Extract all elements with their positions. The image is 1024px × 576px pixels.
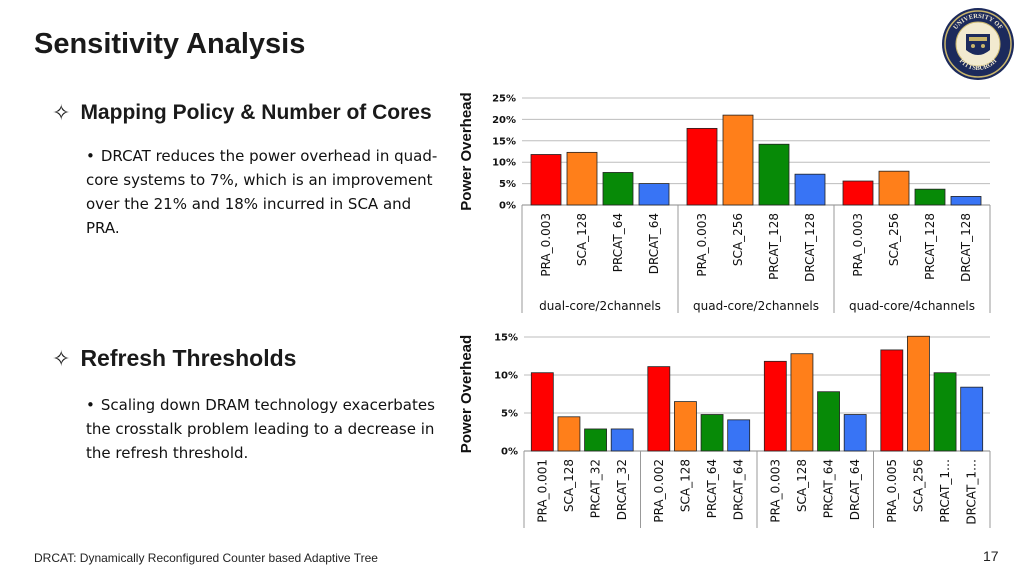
bar [758,143,790,206]
x-category-label: PRCAT_128 [923,213,937,280]
bullet-dot-icon: • [86,396,95,414]
bar [763,360,787,452]
bar [790,353,814,452]
bar [914,188,946,206]
bullet-heading: Mapping Policy & Number of Cores [80,101,432,124]
y-tick-label: 10% [494,371,518,382]
bar [880,349,904,452]
x-category-label: DRCAT_64 [848,459,862,520]
y-tick-label: 20% [492,115,516,126]
bullet-subtext: • DRCAT reduces the power overhead in qua… [86,144,446,240]
bullet-mapping-policy: ✧ Mapping Policy & Number of Cores [52,100,432,126]
bar [686,127,718,206]
x-category-label: PRA_0.003 [695,213,709,277]
four-point-star-icon: ✧ [52,100,71,125]
bullet-text: DRCAT reduces the power overhead in quad… [86,147,438,237]
x-category-label: SCA_256 [731,213,745,266]
bar [584,428,607,452]
y-tick-label: 25% [492,94,516,105]
x-category-label: PRA_0.005 [885,459,899,523]
bar [674,401,697,452]
y-tick-label: 15% [494,333,518,344]
x-category-label: PRA_0.003 [768,459,782,523]
footer-text: DRCAT: Dynamically Reconfigured Counter … [34,551,378,565]
bullet-heading: Refresh Thresholds [80,345,297,371]
bar [843,414,867,452]
x-category-label: PRA_0.002 [652,459,666,523]
bar [700,414,724,452]
y-tick-label: 0% [501,447,518,458]
x-category-label: PRA_0.003 [851,213,865,277]
bar [610,428,634,452]
group-label: quad-core/4channels [849,299,975,313]
bullet-subtext: • Scaling down DRAM technology exacerbate… [86,393,456,465]
x-category-label: DRCAT_128 [959,213,973,282]
y-tick-label: 5% [501,409,518,420]
bar [530,372,554,452]
y-tick-label: 15% [492,136,516,147]
group-label: dual-core/2channels [539,299,661,313]
bar [647,366,671,452]
x-category-label: SCA_256 [911,459,925,512]
x-category-label: DRCAT_1… [965,459,979,525]
bar [557,416,581,452]
bullet-refresh-thresholds: ✧ Refresh Thresholds [52,345,296,372]
bar [960,386,984,452]
bar [638,183,670,206]
group-label: quad-core/2channels [693,299,819,313]
bar [722,114,754,206]
x-category-label: PRCAT_128 [767,213,781,280]
x-category-label: SCA_256 [887,213,901,266]
x-category-label: PRA_0.003 [539,213,553,277]
x-category-label: PRCAT_64 [822,459,836,518]
x-category-label: PRCAT_64 [705,459,719,518]
page-number: 17 [983,548,999,564]
x-category-label: PRCAT_1… [938,459,952,523]
bullet-dot-icon: • [86,147,95,165]
y-tick-label: 10% [492,158,516,169]
x-category-label: PRCAT_32 [589,459,603,518]
four-point-star-icon: ✧ [52,345,71,371]
x-category-label: SCA_128 [575,213,589,266]
bar [933,372,957,452]
x-category-label: DRCAT_64 [647,213,661,274]
bar [842,180,874,206]
x-category-label: PRCAT_64 [611,213,625,272]
bar [878,170,910,206]
bar [907,335,930,452]
y-axis-label: Power Overhead [458,92,475,210]
bar [794,173,826,206]
y-tick-label: 5% [499,179,516,190]
bar [817,391,840,452]
bullet-text: Scaling down DRAM technology exacerbates… [86,396,435,462]
bar [530,154,562,206]
x-category-label: SCA_128 [795,459,809,512]
x-category-label: DRCAT_64 [732,459,746,520]
y-axis-label: Power Overhead [458,335,475,453]
x-category-label: SCA_128 [562,459,576,512]
x-category-label: PRA_0.001 [535,459,549,523]
x-category-label: DRCAT_128 [803,213,817,282]
x-category-label: DRCAT_32 [615,459,629,520]
bar [602,172,634,206]
slide-title: Sensitivity Analysis [34,28,306,60]
bar [566,151,598,206]
university-seal-logo: UNIVERSITY OF PITTSBURGH [942,8,1014,80]
bar [950,196,982,206]
bar [727,419,751,452]
y-tick-label: 0% [499,201,516,212]
x-category-label: SCA_128 [678,459,692,512]
